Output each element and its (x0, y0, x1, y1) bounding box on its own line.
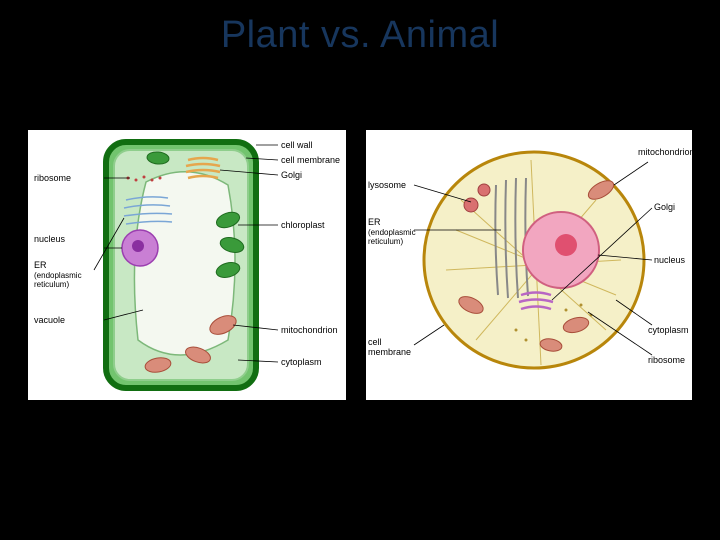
svg-text:chloroplast: chloroplast (281, 220, 325, 230)
animal-cell-svg: lysosome ER (endoplasmic reticulum) cell… (366, 130, 692, 400)
svg-text:cell membrane: cell membrane (281, 155, 340, 165)
svg-text:(endoplasmic: (endoplasmic (34, 271, 82, 280)
svg-text:reticulum): reticulum) (34, 280, 69, 289)
svg-text:cell: cell (368, 337, 382, 347)
svg-text:cytoplasm: cytoplasm (648, 325, 689, 335)
svg-text:lysosome: lysosome (368, 180, 406, 190)
svg-text:Golgi: Golgi (654, 202, 675, 212)
svg-text:cell wall: cell wall (281, 140, 313, 150)
diagram-panels: cell wall cell membrane Golgi chloroplas… (28, 130, 692, 400)
nucleolus-animal (555, 234, 577, 256)
svg-text:ribosome: ribosome (648, 355, 685, 365)
svg-text:reticulum): reticulum) (368, 237, 403, 246)
svg-text:cytoplasm: cytoplasm (281, 357, 322, 367)
plant-cell-panel: cell wall cell membrane Golgi chloroplas… (28, 130, 346, 400)
svg-text:membrane: membrane (368, 347, 411, 357)
svg-text:ER: ER (368, 217, 381, 227)
svg-text:vacuole: vacuole (34, 315, 65, 325)
svg-text:Golgi: Golgi (281, 170, 302, 180)
svg-text:ribosome: ribosome (34, 173, 71, 183)
plant-cell-svg: cell wall cell membrane Golgi chloroplas… (28, 130, 346, 400)
slide-title: Plant vs. Animal (0, 14, 720, 57)
animal-cell-panel: lysosome ER (endoplasmic reticulum) cell… (366, 130, 692, 400)
svg-text:mitochondrion: mitochondrion (638, 147, 692, 157)
svg-text:nucleus: nucleus (654, 255, 686, 265)
svg-text:nucleus: nucleus (34, 234, 66, 244)
svg-text:ER: ER (34, 260, 47, 270)
title-text: Plant vs. Animal (221, 14, 499, 56)
svg-text:(endoplasmic: (endoplasmic (368, 228, 416, 237)
svg-text:mitochondrion: mitochondrion (281, 325, 338, 335)
nucleolus-plant (132, 240, 144, 252)
